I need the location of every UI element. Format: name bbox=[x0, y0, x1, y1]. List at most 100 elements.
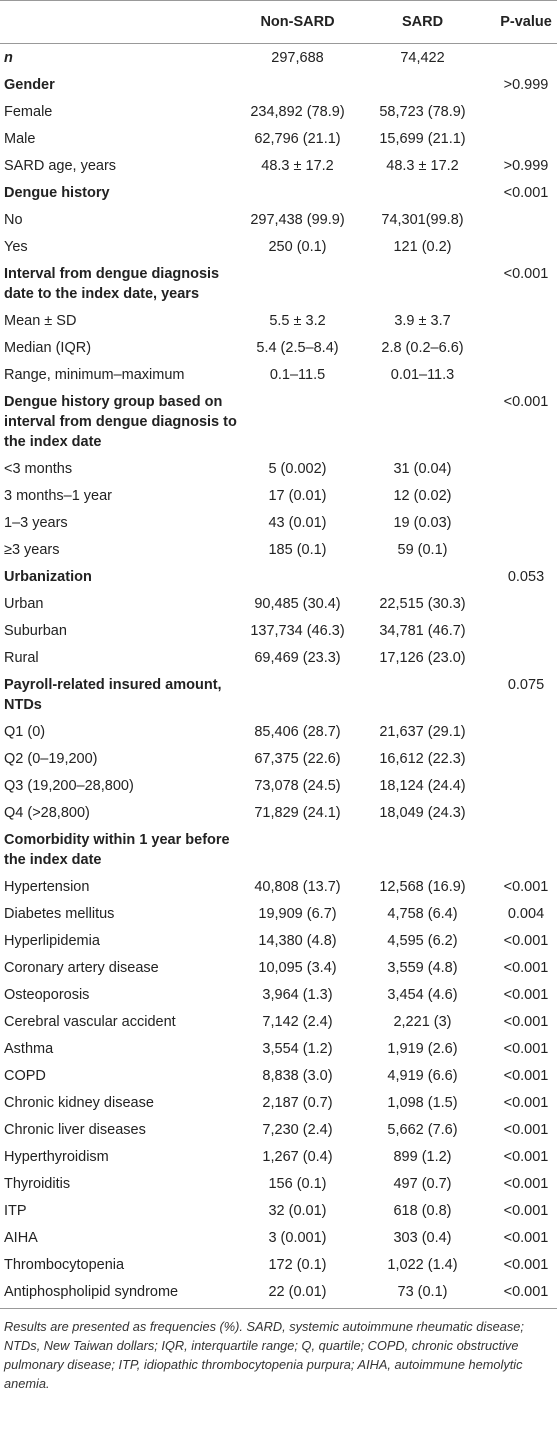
table-cell: <0.001 bbox=[503, 986, 549, 1003]
table-cell bbox=[495, 44, 557, 72]
table-cell: 73,078 (24.5) bbox=[254, 777, 341, 794]
table-cell bbox=[350, 179, 495, 206]
table-cell: Female bbox=[4, 103, 53, 120]
table-cell: 137,734 (46.3) bbox=[250, 622, 345, 639]
table-cell: 3 months–1 year bbox=[4, 487, 113, 504]
table-cell: 74,422 bbox=[400, 49, 445, 66]
table-cell bbox=[495, 718, 557, 745]
table-cell: 43 (0.01) bbox=[268, 514, 327, 531]
table-cell: ≥3 years bbox=[4, 541, 60, 558]
table-cell: Diabetes mellitus bbox=[4, 905, 115, 922]
table-cell: AIHA bbox=[4, 1229, 38, 1246]
header-cell: SARD bbox=[350, 0, 495, 44]
table-cell bbox=[495, 772, 557, 799]
table-cell bbox=[495, 644, 557, 671]
table-cell: Hyperthyroidism bbox=[4, 1148, 109, 1165]
table-cell: 73 (0.1) bbox=[350, 1278, 495, 1309]
table-cell: Rural bbox=[4, 649, 39, 666]
table-cell: 58,723 (78.9) bbox=[379, 103, 466, 120]
table-cell: 0.004 bbox=[507, 905, 545, 922]
table-cell: <0.001 bbox=[503, 265, 549, 282]
table-cell: 90,485 (30.4) bbox=[254, 595, 341, 612]
table-cell: Thrombocytopenia bbox=[4, 1256, 125, 1273]
table-row: Osteoporosis 3,964 (1.3) 3,454 (4.6) <0.001 bbox=[0, 981, 557, 1008]
table-row: Q4 (>28,800) 71,829 (24.1) 18,049 (24.3) bbox=[0, 799, 557, 826]
table-cell: 0.075 bbox=[507, 676, 545, 693]
table-cell bbox=[495, 617, 557, 644]
table-cell bbox=[495, 826, 557, 873]
table-cell: Chronic liver diseases bbox=[4, 1121, 146, 1138]
table-row: Antiphospholipid syndrome 22 (0.01) 73 (0.… bbox=[0, 1278, 557, 1309]
table-cell: 618 (0.8) bbox=[393, 1202, 452, 1219]
footnote: Results are presented as frequencies (%)… bbox=[4, 1318, 524, 1391]
table-cell: Urban bbox=[4, 595, 44, 612]
table-cell: 22,515 (30.3) bbox=[379, 595, 466, 612]
data-table: Non-SARD SARD P-value n 297,688 74,422 Gend… bbox=[0, 0, 557, 1309]
table-cell: 156 (0.1) bbox=[268, 1175, 327, 1192]
table-cell: 0.1–11.5 bbox=[269, 366, 326, 383]
table-row: Suburban 137,734 (46.3) 34,781 (46.7) bbox=[0, 617, 557, 644]
table-row: Chronic liver diseases 7,230 (2.4) 5,662 (… bbox=[0, 1116, 557, 1143]
table-cell: >0.999 bbox=[503, 157, 549, 174]
table-cell: 71,829 (24.1) bbox=[254, 804, 341, 821]
table-cell: <0.001 bbox=[503, 1067, 549, 1084]
table-cell: 3 (0.001) bbox=[268, 1229, 327, 1246]
table-cell: 1–3 years bbox=[4, 514, 68, 531]
table-cell: 121 (0.2) bbox=[393, 238, 452, 255]
table-cell: 234,892 (78.9) bbox=[250, 103, 345, 120]
table-row: SARD age, years 48.3 ± 17.2 48.3 ± 17.2 >0.… bbox=[0, 152, 557, 179]
table-cell: 497 (0.7) bbox=[393, 1175, 452, 1192]
table-row: Mean ± SD 5.5 ± 3.2 3.9 ± 3.7 bbox=[0, 307, 557, 334]
table-cell: <0.001 bbox=[503, 1121, 549, 1138]
table-cell: Q1 (0) bbox=[4, 723, 46, 740]
table-cell bbox=[245, 179, 350, 206]
table-row: Urban 90,485 (30.4) 22,515 (30.3) bbox=[0, 590, 557, 617]
table-cell: n bbox=[4, 49, 13, 66]
table-cell bbox=[495, 536, 557, 563]
table-cell: 0.01–11.3 bbox=[390, 366, 455, 383]
table-cell bbox=[495, 482, 557, 509]
table-row: Median (IQR) 5.4 (2.5–8.4) 2.8 (0.2–6.6) bbox=[0, 334, 557, 361]
table-cell: 15,699 (21.1) bbox=[379, 130, 466, 147]
table-cell bbox=[350, 826, 495, 873]
table-cell: 16,612 (22.3) bbox=[379, 750, 466, 767]
table-cell: 34,781 (46.7) bbox=[379, 622, 466, 639]
table-row: Dengue history group based on interval f… bbox=[0, 388, 557, 455]
table-cell bbox=[245, 563, 350, 590]
table-cell: 69,469 (23.3) bbox=[254, 649, 341, 666]
table-cell: 4,758 (6.4) bbox=[387, 905, 458, 922]
table-cell: <3 months bbox=[4, 460, 73, 477]
table-cell: <0.001 bbox=[503, 932, 549, 949]
table-cell bbox=[245, 71, 350, 98]
table-cell: Coronary artery disease bbox=[4, 959, 159, 976]
table-row: Male 62,796 (21.1) 15,699 (21.1) bbox=[0, 125, 557, 152]
table-cell: Suburban bbox=[4, 622, 67, 639]
table-cell: 2,187 (0.7) bbox=[262, 1094, 333, 1111]
table-row: Hyperlipidemia 14,380 (4.8) 4,595 (6.2) <0.… bbox=[0, 927, 557, 954]
table-cell: 3,559 (4.8) bbox=[387, 959, 458, 976]
table-cell bbox=[495, 590, 557, 617]
table-cell: 32 (0.01) bbox=[268, 1202, 327, 1219]
table-cell bbox=[495, 98, 557, 125]
table-row: Rural 69,469 (23.3) 17,126 (23.0) bbox=[0, 644, 557, 671]
table-cell: 74,301(99.8) bbox=[381, 211, 464, 228]
table-row: Payroll-related insured amount, NTDs 0.07… bbox=[0, 671, 557, 718]
table-cell: 62,796 (21.1) bbox=[254, 130, 341, 147]
table-row: 3 months–1 year 17 (0.01) 12 (0.02) bbox=[0, 482, 557, 509]
header-cell bbox=[0, 0, 245, 44]
table-cell: Hypertension bbox=[4, 878, 90, 895]
table-cell: <0.001 bbox=[495, 1278, 557, 1309]
table-cell bbox=[350, 671, 495, 718]
table-cell: Antiphospholipid syndrome bbox=[0, 1278, 245, 1309]
table-row: n 297,688 74,422 bbox=[0, 44, 557, 72]
table-cell: Yes bbox=[4, 238, 28, 255]
table-row: Coronary artery disease 10,095 (3.4) 3,559… bbox=[0, 954, 557, 981]
table-cell: Asthma bbox=[4, 1040, 54, 1057]
table-cell: Dengue history bbox=[4, 184, 110, 201]
table-cell: <0.001 bbox=[503, 1148, 549, 1165]
table-cell: 5.5 ± 3.2 bbox=[269, 312, 326, 329]
table-cell: 85,406 (28.7) bbox=[254, 723, 341, 740]
table-cell: 48.3 ± 17.2 bbox=[261, 157, 334, 174]
table-cell: 67,375 (22.6) bbox=[254, 750, 341, 767]
table-cell: 48.3 ± 17.2 bbox=[386, 157, 459, 174]
